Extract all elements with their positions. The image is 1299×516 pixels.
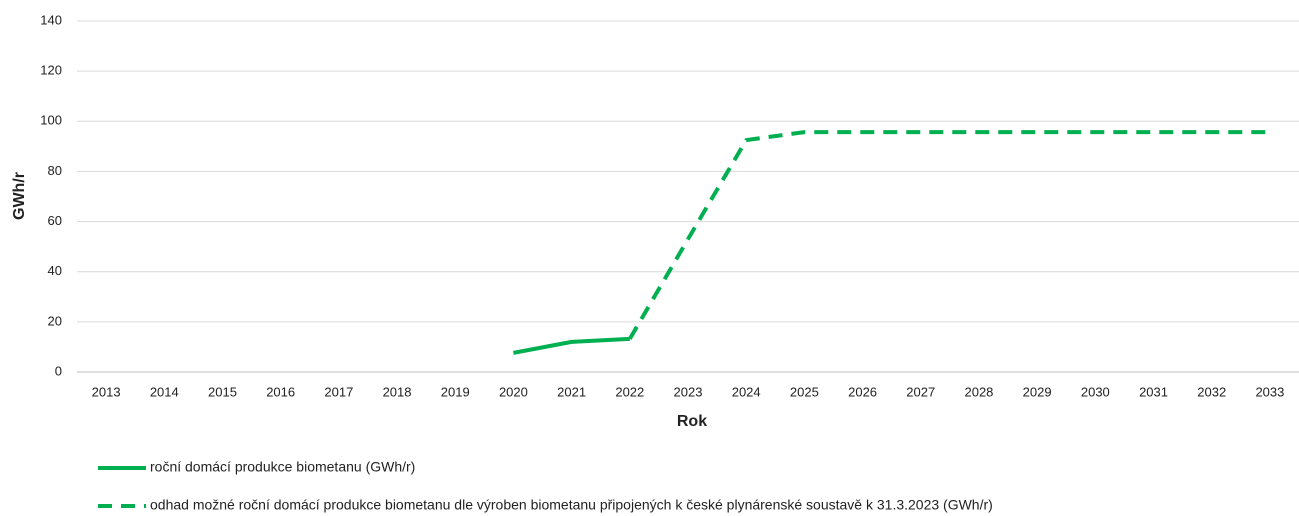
y-axis-title: GWh/r	[11, 172, 28, 220]
x-tick-label: 2028	[964, 384, 993, 399]
x-tick-label: 2022	[615, 384, 644, 399]
y-tick-label: 120	[40, 63, 62, 78]
y-tick-label: 140	[40, 12, 62, 27]
x-tick-label: 2029	[1023, 384, 1052, 399]
x-tick-label: 2031	[1139, 384, 1168, 399]
y-tick-label: 100	[40, 113, 62, 128]
y-tick-label: 20	[48, 313, 62, 328]
legend-label: roční domácí produkce biometanu (GWh/r)	[150, 459, 415, 475]
y-tick-label: 80	[48, 163, 62, 178]
series-line	[513, 336, 630, 355]
y-tick-label: 60	[48, 213, 62, 228]
series-line	[628, 130, 1270, 340]
x-tick-label: 2027	[906, 384, 935, 399]
x-tick-label: 2013	[92, 384, 121, 399]
x-tick-label: 2026	[848, 384, 877, 399]
x-tick-label: 2023	[674, 384, 703, 399]
x-tick-label: 2020	[499, 384, 528, 399]
y-tick-label: 0	[55, 363, 62, 378]
x-tick-label: 2030	[1081, 384, 1110, 399]
x-tick-label: 2032	[1197, 384, 1226, 399]
x-tick-label: 2025	[790, 384, 819, 399]
legend-label: odhad možné roční domácí produkce biomet…	[150, 497, 993, 513]
x-tick-label: 2018	[383, 384, 412, 399]
x-tick-label: 2021	[557, 384, 586, 399]
x-tick-label: 2016	[266, 384, 295, 399]
x-tick-label: 2014	[150, 384, 179, 399]
x-tick-label: 2015	[208, 384, 237, 399]
x-tick-label: 2019	[441, 384, 470, 399]
y-tick-label: 40	[48, 263, 62, 278]
x-tick-label: 2033	[1255, 384, 1284, 399]
x-tick-label: 2024	[732, 384, 761, 399]
x-tick-label: 2017	[324, 384, 353, 399]
x-axis-title: Rok	[677, 413, 707, 430]
